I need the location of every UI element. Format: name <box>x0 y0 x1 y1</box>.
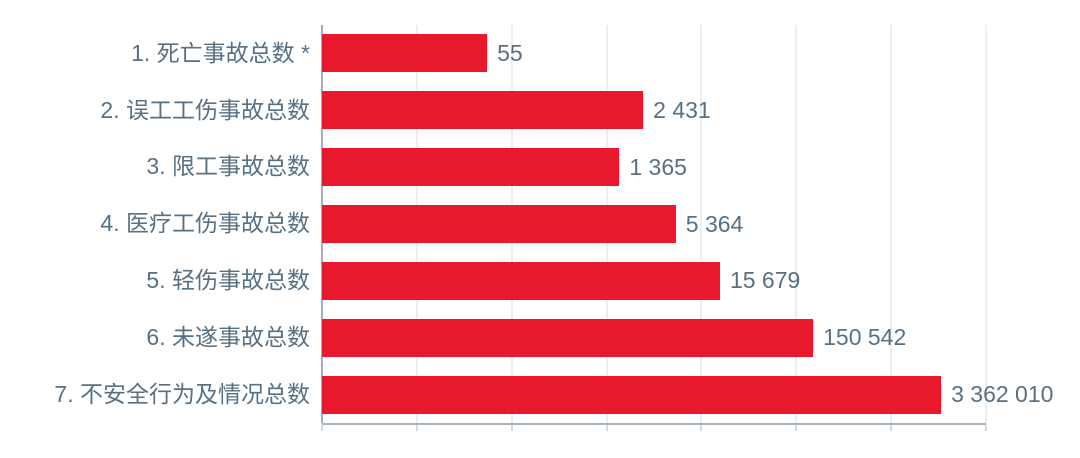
x-axis-tick <box>321 425 323 431</box>
bar-row: 2. 误工工伤事故总数 2 431 <box>100 82 986 139</box>
bar-row: 7. 不安全行为及情况总数 3 362 010 <box>54 366 1053 423</box>
x-axis-tick <box>985 425 987 431</box>
plot-area: 1. 死亡事故总数 * 55 2. 误工工伤事故总数 2 431 3. 限工事故… <box>54 25 1053 431</box>
bar-row: 5. 轻伤事故总数 15 679 <box>146 252 986 309</box>
gridline <box>700 25 702 423</box>
bar <box>322 148 620 187</box>
bar <box>322 34 488 73</box>
category-label: 7. 不安全行为及情况总数 <box>54 380 310 407</box>
bar-row: 3. 限工事故总数 1 365 <box>146 139 986 196</box>
value-label: 1 365 <box>629 153 687 180</box>
x-axis-tick <box>606 425 608 431</box>
x-axis-tick <box>416 425 418 431</box>
bar <box>322 261 720 300</box>
value-label: 2 431 <box>653 96 711 123</box>
category-label: 2. 误工工伤事故总数 <box>100 96 310 123</box>
bar <box>322 375 942 414</box>
value-label: 3 362 010 <box>951 381 1054 408</box>
category-label: 5. 轻伤事故总数 <box>146 267 310 294</box>
category-label: 6. 未遂事故总数 <box>146 324 310 351</box>
bar-rows: 1. 死亡事故总数 * 55 2. 误工工伤事故总数 2 431 3. 限工事故… <box>54 25 1053 423</box>
value-label: 55 <box>497 39 523 66</box>
gridline <box>795 25 797 423</box>
value-label: 5 364 <box>685 210 744 237</box>
bar-row: 4. 医疗工伤事故总数 5 364 <box>100 196 986 253</box>
x-axis-tick <box>890 425 892 431</box>
bar-row: 1. 死亡事故总数 * 55 <box>131 25 986 82</box>
gridline <box>985 25 987 423</box>
bar <box>322 91 644 130</box>
bar <box>322 205 676 243</box>
value-label: 15 679 <box>729 267 801 294</box>
gridline <box>890 25 892 423</box>
category-label: 3. 限工事故总数 <box>146 153 310 180</box>
x-axis-line <box>321 423 987 431</box>
category-label: 1. 死亡事故总数 * <box>131 39 310 66</box>
bar-row: 6. 未遂事故总数 150 542 <box>146 309 986 366</box>
x-axis-tick <box>511 425 513 431</box>
category-label: 4. 医疗工伤事故总数 <box>100 210 310 237</box>
bar <box>322 318 814 357</box>
value-label: 150 542 <box>823 324 907 351</box>
x-axis-tick <box>795 425 797 431</box>
x-axis-tick <box>700 425 702 431</box>
